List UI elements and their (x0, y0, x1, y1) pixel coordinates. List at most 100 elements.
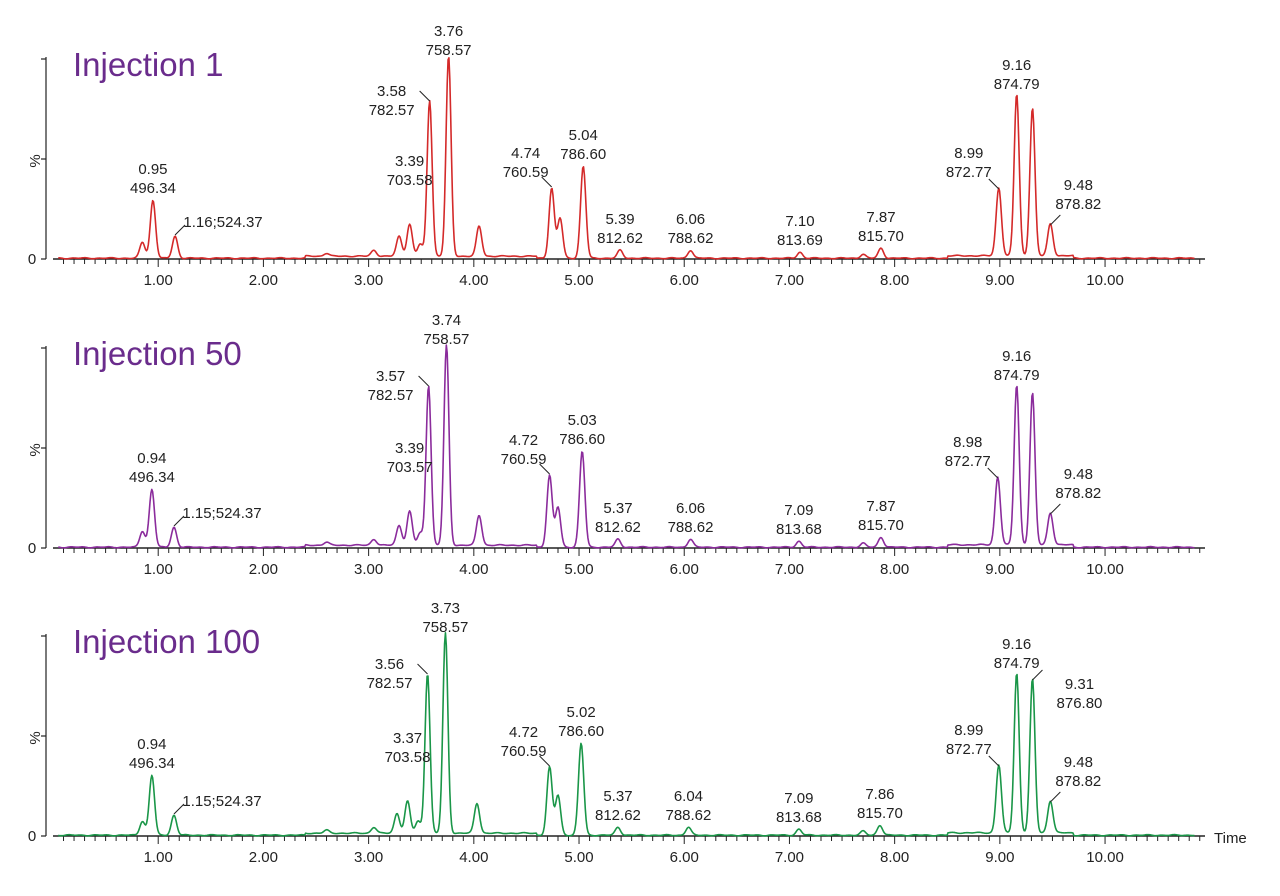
label-leader (173, 803, 185, 815)
x-tick-label: 2.00 (249, 849, 278, 866)
peak-label-mz: 878.82 (1055, 485, 1101, 502)
peak-label-rt: 7.09 (784, 502, 813, 519)
x-tick-label: 2.00 (249, 561, 278, 578)
peak-label-mz: 874.79 (994, 76, 1040, 93)
x-tick-label: 9.00 (985, 849, 1014, 866)
x-tick-label: 3.00 (354, 561, 383, 578)
x-tick-label: 8.00 (880, 849, 909, 866)
peak-label-mz: 813.69 (777, 232, 823, 249)
peak-label-mz: 872.77 (946, 741, 992, 758)
peak-label-rt: 9.31 (1065, 676, 1094, 693)
y-tick-label-zero: 0 (28, 251, 36, 268)
peak-label-mz: 786.60 (558, 723, 604, 740)
peak-label-mz: 782.57 (369, 102, 415, 119)
peak-label-rt: 5.02 (567, 704, 596, 721)
peak-label-rt: 9.16 (1002, 636, 1031, 653)
x-tick-label: 7.00 (775, 849, 804, 866)
x-tick-label: 7.00 (775, 272, 804, 289)
peak-label-rt: 5.39 (605, 211, 634, 228)
peak-label-mz: 788.62 (668, 230, 714, 247)
peak-label-mz: 812.62 (595, 519, 641, 536)
peak-label-rt: 4.72 (509, 724, 538, 741)
x-tick-label: 10.00 (1086, 849, 1124, 866)
peak-label-rt: 6.06 (676, 500, 705, 517)
peak-label-mz: 782.57 (367, 675, 413, 692)
peak-label-mz: 496.34 (129, 469, 175, 486)
chart-panel-1: Injection 1 0% 1.00 2.00 3.00 4.00 5.00 6.00 7.0… (27, 23, 1205, 289)
label-leader (539, 755, 550, 767)
x-tick-label: 5.00 (564, 849, 593, 866)
x-tick-label: 9.00 (985, 272, 1014, 289)
peak-label-rt: 3.39 (395, 440, 424, 457)
x-tick-label: 1.00 (144, 272, 173, 289)
peak-label-mz: 758.57 (422, 619, 468, 636)
panel-title: Injection 100 (73, 623, 260, 660)
x-tick-label: 10.00 (1086, 272, 1124, 289)
x-tick-label: 8.00 (880, 561, 909, 578)
peak-label-mz: 874.79 (994, 367, 1040, 384)
label-leader (1049, 214, 1061, 226)
peak-label-rt: 7.86 (865, 786, 894, 803)
peak-label-rt: 9.16 (1002, 57, 1031, 74)
label-leader (1049, 791, 1061, 803)
peak-label-rt: 3.37 (393, 730, 422, 747)
y-axis-label: % (27, 443, 44, 456)
peak-label-rt: 9.16 (1002, 348, 1031, 365)
chromatogram-trace (58, 344, 1195, 549)
peak-label-mz: 786.60 (559, 431, 605, 448)
chart-panel-3: Injection 100 0% 1.00 2.00 3.00 4.00 5.00 6.00 7… (27, 600, 1247, 866)
peak-label-mz: 878.82 (1055, 196, 1101, 213)
peak-label-rt: 0.94 (137, 736, 166, 753)
peak-label-mz: 872.77 (946, 164, 992, 181)
x-tick-label: 1.00 (144, 561, 173, 578)
label-leader (988, 755, 1000, 767)
chart-panel-2: Injection 50 0% 1.00 2.00 3.00 4.00 5.00 6.00 7.… (27, 312, 1205, 578)
peak-label-rt: 4.72 (509, 432, 538, 449)
peak-label-rt: 0.95 (138, 161, 167, 178)
peak-label-rt: 3.56 (375, 656, 404, 673)
x-axis-label: Time (1214, 830, 1247, 847)
label-leader (419, 90, 430, 102)
peak-label-rt: 5.03 (568, 412, 597, 429)
peak-label-rt: 9.48 (1064, 466, 1093, 483)
peak-label-mz: 758.57 (424, 331, 470, 348)
y-axis-label: % (27, 731, 44, 744)
chromatogram-trace (58, 57, 1195, 260)
panel-title: Injection 1 (73, 46, 223, 83)
x-tick-label: 5.00 (564, 272, 593, 289)
peak-label-rt: 7.09 (784, 790, 813, 807)
label-leader (418, 375, 429, 387)
peak-label-rt: 9.48 (1064, 177, 1093, 194)
x-tick-label: 4.00 (459, 561, 488, 578)
peak-label-mz: 815.70 (858, 517, 904, 534)
peak-label-rt: 3.74 (432, 312, 461, 329)
peak-label-mz: 703.57 (387, 459, 433, 476)
peak-label-mz: 874.79 (994, 655, 1040, 672)
label-leader (987, 467, 999, 479)
x-tick-label: 1.00 (144, 849, 173, 866)
y-tick-label-zero: 0 (28, 540, 36, 557)
x-tick-label: 3.00 (354, 272, 383, 289)
peak-label-rt: 7.87 (866, 498, 895, 515)
peak-label-mz: 878.82 (1055, 773, 1101, 790)
peak-label-rt: 3.58 (377, 83, 406, 100)
x-tick-label: 4.00 (459, 849, 488, 866)
x-tick-label: 2.00 (249, 272, 278, 289)
x-tick-label: 6.00 (670, 272, 699, 289)
peak-label-mz: 760.59 (501, 743, 547, 760)
peak-label-rt: 0.94 (137, 450, 166, 467)
label-leader (173, 515, 185, 527)
peak-label-rt: 8.98 (953, 434, 982, 451)
peak-label-mz: 788.62 (668, 519, 714, 536)
x-tick-label: 6.00 (670, 849, 699, 866)
peak-label-rt: 4.74 (511, 145, 540, 162)
peak-label-rt: 7.87 (866, 209, 895, 226)
peak-label-mz: 872.77 (945, 453, 991, 470)
peak-label-mz: 758.57 (426, 42, 472, 59)
x-tick-label: 5.00 (564, 561, 593, 578)
y-axis-label: % (27, 154, 44, 167)
x-tick-label: 10.00 (1086, 561, 1124, 578)
peak-label-rt: 3.39 (395, 153, 424, 170)
peak-label-mz: 703.58 (385, 749, 431, 766)
peak-label-rt: 7.10 (785, 213, 814, 230)
